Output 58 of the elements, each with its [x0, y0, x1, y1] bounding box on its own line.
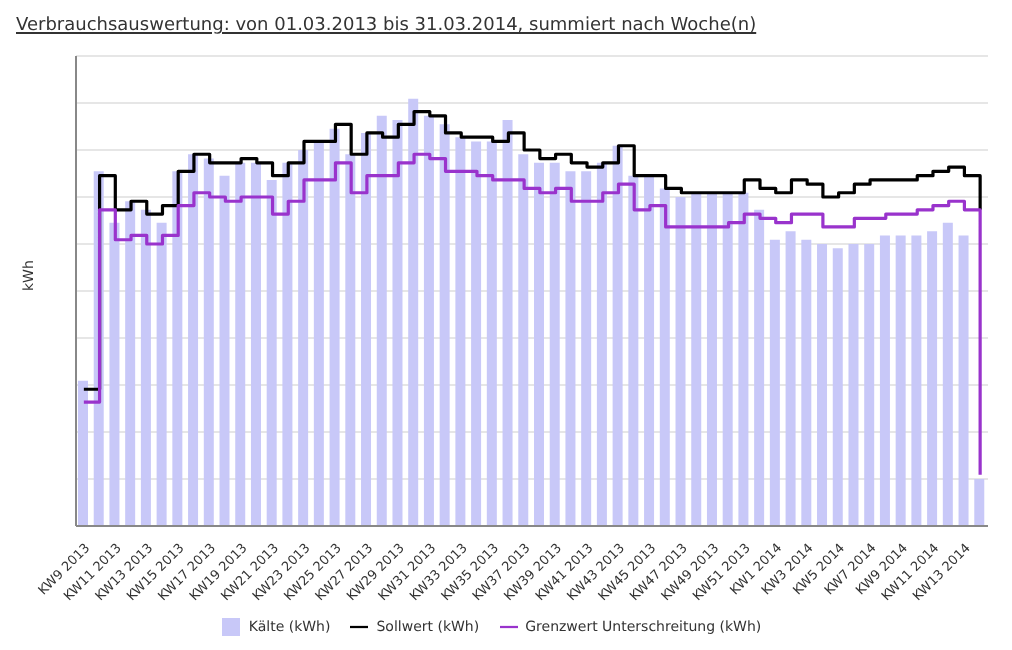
bar [817, 244, 828, 526]
bar [471, 141, 482, 526]
bar [911, 235, 922, 526]
bar [313, 141, 324, 526]
bar [974, 479, 985, 526]
bar [518, 154, 529, 526]
bar [250, 162, 261, 526]
bar [565, 171, 576, 526]
bar [502, 120, 513, 526]
bar [958, 235, 969, 526]
bar [864, 244, 875, 526]
bar [706, 192, 717, 526]
bar [675, 197, 686, 526]
bar [832, 248, 843, 526]
bar [156, 222, 167, 526]
bar [455, 137, 466, 526]
bar [486, 141, 497, 526]
bar [848, 244, 859, 526]
bar [785, 231, 796, 526]
bar [266, 179, 277, 526]
bar [942, 222, 953, 526]
bar [408, 98, 419, 526]
bar [628, 175, 639, 526]
bar [439, 124, 450, 526]
bar [722, 192, 733, 526]
bar [879, 235, 890, 526]
bar [927, 231, 938, 526]
bar [423, 115, 434, 526]
bar [78, 380, 88, 526]
bar [581, 171, 592, 526]
bar [188, 154, 199, 526]
bar [109, 222, 120, 526]
bar [345, 154, 356, 526]
bar [329, 128, 340, 526]
bar [361, 132, 372, 526]
bar [644, 175, 655, 526]
bar [172, 171, 183, 526]
bar [282, 162, 293, 526]
bar [203, 158, 214, 526]
bar [895, 235, 906, 526]
bar [659, 188, 670, 526]
bar [549, 162, 560, 526]
bar [754, 209, 765, 526]
bar [298, 150, 309, 526]
chart-title: Verbrauchsauswertung: von 01.03.2013 bis 31.03.2014, summiert nach Woche(n) [16, 16, 759, 36]
bar [125, 201, 136, 526]
bar [140, 209, 151, 526]
bar [235, 162, 246, 526]
bar [801, 239, 812, 526]
bar [219, 175, 230, 526]
bar [612, 145, 623, 526]
bar [769, 239, 780, 526]
bar [738, 192, 749, 526]
bar [392, 120, 403, 526]
bar [596, 162, 607, 526]
bar [534, 162, 544, 526]
bar [691, 192, 702, 526]
bar [376, 115, 387, 526]
